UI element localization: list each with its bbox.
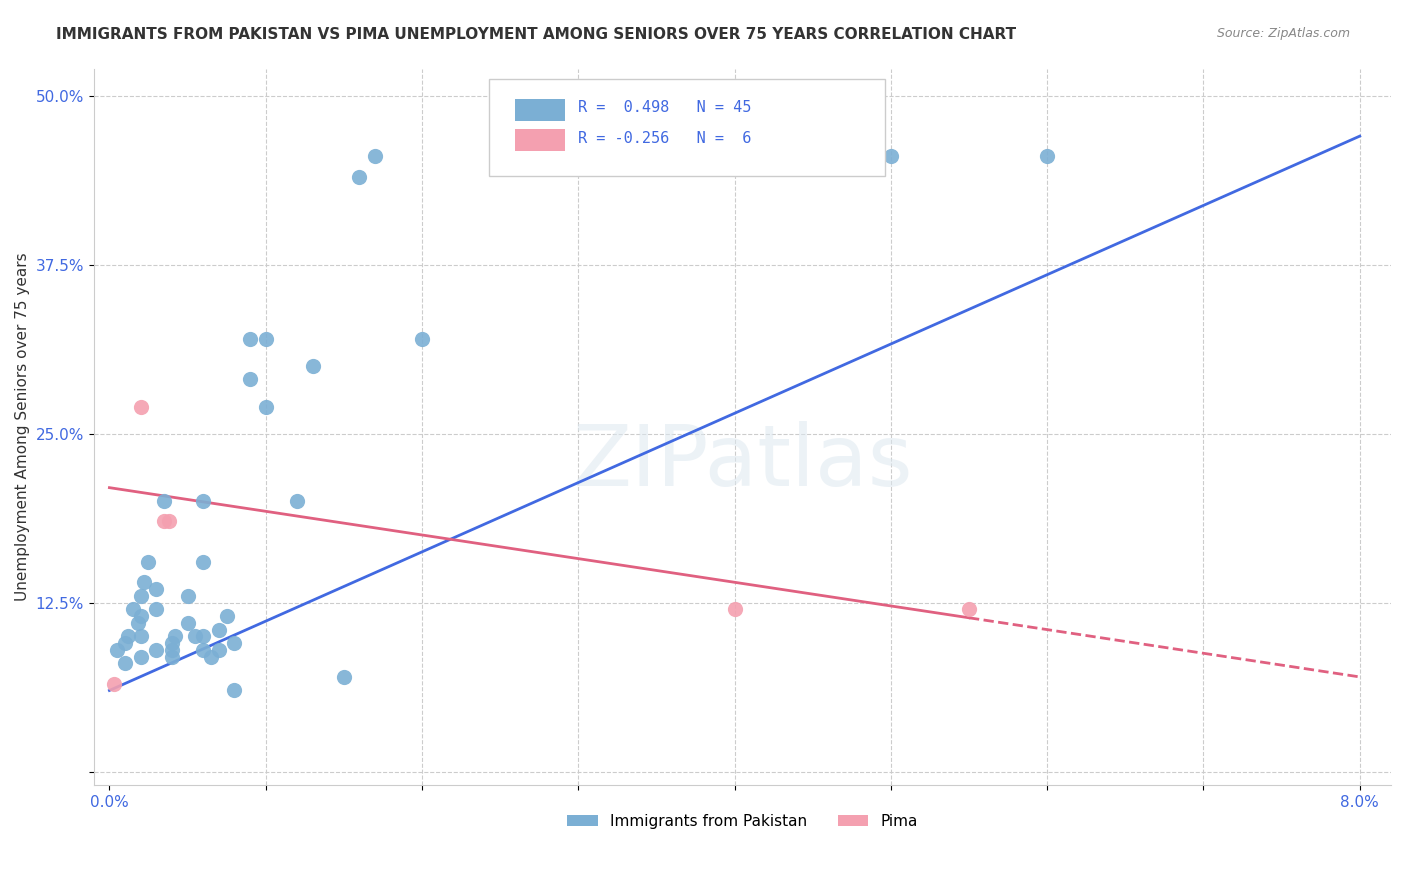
Legend: Immigrants from Pakistan, Pima: Immigrants from Pakistan, Pima [561,807,924,835]
Point [364,149,387,163]
Point [880,149,903,163]
Point [349,169,371,184]
Point [239,332,262,346]
Point [160,643,183,657]
Point [176,615,198,630]
Point [160,649,183,664]
Point [127,615,149,630]
Point [129,609,152,624]
Text: R = -0.256   N =  6: R = -0.256 N = 6 [578,130,751,145]
Point [121,602,143,616]
Point [224,636,246,650]
Point [239,372,262,386]
Point [184,629,207,643]
Point [103,676,125,690]
Point [153,494,176,508]
Point [145,643,167,657]
Point [957,602,980,616]
Point [114,657,136,671]
Point [114,636,136,650]
Point [301,359,323,373]
Point [153,515,176,529]
Point [132,575,155,590]
Text: Source: ZipAtlas.com: Source: ZipAtlas.com [1216,27,1350,40]
Point [165,629,187,643]
Point [224,683,246,698]
Point [129,649,152,664]
FancyBboxPatch shape [516,99,565,120]
Point [129,400,152,414]
Point [129,629,152,643]
Text: IMMIGRANTS FROM PAKISTAN VS PIMA UNEMPLOYMENT AMONG SENIORS OVER 75 YEARS CORREL: IMMIGRANTS FROM PAKISTAN VS PIMA UNEMPLO… [56,27,1017,42]
Point [1036,149,1059,163]
Point [411,332,433,346]
FancyBboxPatch shape [489,79,886,176]
Y-axis label: Unemployment Among Seniors over 75 years: Unemployment Among Seniors over 75 years [15,252,30,601]
Point [160,636,183,650]
Point [208,643,231,657]
Point [193,643,215,657]
Point [723,602,745,616]
Point [208,623,231,637]
Point [145,602,167,616]
Point [200,649,222,664]
Point [145,582,167,596]
Point [157,515,180,529]
Text: ZIPatlas: ZIPatlas [572,421,912,504]
Point [129,589,152,603]
Text: R =  0.498   N = 45: R = 0.498 N = 45 [578,101,751,115]
Point [193,555,215,569]
Point [254,332,277,346]
Point [215,609,238,624]
Point [176,589,198,603]
Point [105,643,128,657]
Point [333,670,356,684]
Point [285,494,308,508]
Point [117,629,139,643]
Point [138,555,160,569]
Point [193,629,215,643]
Point [254,400,277,414]
FancyBboxPatch shape [516,129,565,151]
Point [193,494,215,508]
